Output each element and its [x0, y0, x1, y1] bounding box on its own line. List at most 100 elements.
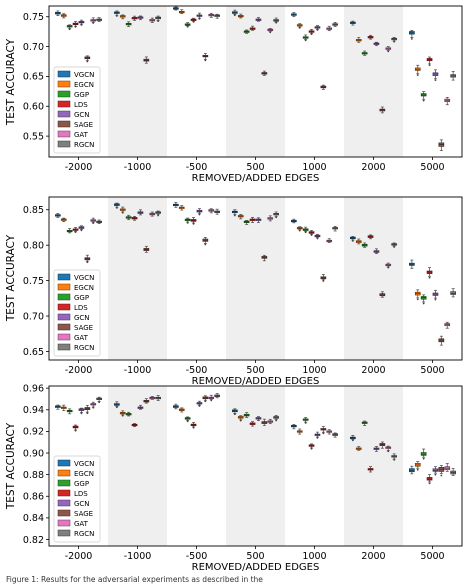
box-sage--1000 — [143, 56, 150, 64]
x-tick-label: 2000 — [361, 162, 385, 173]
box-ggp-2000 — [361, 50, 368, 56]
legend-swatch-vgcn — [57, 70, 71, 78]
box-vgcn--2000 — [55, 10, 61, 17]
legend-swatch-rgcn — [57, 343, 71, 351]
box-rgcn-5000 — [450, 70, 456, 81]
box-lds--2000 — [72, 227, 79, 234]
box-egcn--2000 — [60, 404, 67, 412]
box-rgcn--2000 — [96, 219, 102, 224]
box-ggp-5000 — [420, 294, 427, 305]
x-axis-label: REMOVED/ADDED EDGES — [192, 562, 320, 573]
box-vgcn--2000 — [55, 213, 61, 218]
category-band — [108, 386, 167, 546]
legend-label-vgcn: VGCN — [74, 274, 94, 282]
y-tick-label: 0.94 — [23, 405, 44, 416]
box-vgcn-2000 — [350, 20, 356, 26]
box-rgcn-500 — [273, 17, 279, 24]
legend-label-sage: SAGE — [74, 510, 93, 518]
box-egcn-500 — [237, 213, 244, 220]
box-lds--1000 — [131, 216, 138, 221]
x-tick-label: 1000 — [302, 551, 326, 562]
box-rgcn-500 — [273, 211, 279, 219]
y-tick-label: 0.90 — [23, 448, 44, 459]
legend-label-egcn: EGCN — [74, 470, 94, 478]
legend-label-gat: GAT — [74, 131, 89, 139]
box-lds-5000 — [426, 56, 433, 67]
box-gat-500 — [267, 28, 274, 34]
box-egcn-500 — [237, 13, 244, 19]
x-tick-label: -2000 — [65, 162, 93, 173]
box-gcn-2000 — [373, 248, 380, 254]
legend-label-rgcn: RGCN — [74, 530, 94, 538]
box-ggp--2000 — [66, 408, 73, 415]
box-ggp-1000 — [302, 226, 309, 234]
box-sage-2000 — [379, 441, 386, 449]
y-axis-label: TEST ACCURACY — [5, 234, 17, 322]
legend-swatch-gat — [57, 333, 71, 341]
legend-label-sage: SAGE — [74, 324, 93, 332]
box-rgcn--2000 — [96, 396, 102, 404]
y-tick-label: 0.96 — [23, 383, 44, 394]
box-egcn-5000 — [414, 461, 421, 471]
y-tick-label: 0.82 — [23, 535, 44, 546]
box-sage--2000 — [84, 404, 91, 415]
y-tick-label: 0.86 — [23, 492, 44, 503]
box-gcn-2000 — [373, 446, 380, 452]
box-ggp-500 — [243, 29, 250, 34]
box-sage--500 — [202, 395, 209, 403]
legend-label-ggp: GGP — [74, 294, 89, 302]
box-gcn--1000 — [137, 404, 144, 410]
box-gcn--500 — [196, 400, 203, 407]
box-vgcn-500 — [232, 209, 238, 217]
box-ggp-1000 — [302, 417, 309, 424]
box-gcn--500 — [196, 208, 203, 216]
box-ggp-500 — [243, 220, 250, 225]
box-lds-5000 — [426, 474, 433, 485]
box-vgcn--500 — [173, 403, 179, 410]
box-gat-1000 — [326, 238, 333, 243]
box-gcn--2000 — [78, 19, 85, 26]
box-ggp--2000 — [66, 24, 73, 31]
box-gat--2000 — [90, 217, 97, 224]
box-egcn--2000 — [60, 13, 67, 19]
box-lds-2000 — [367, 234, 374, 240]
legend: VGCN EGCN GGP LDS GCN SAGE GAT RGCN — [53, 269, 101, 357]
legend-swatch-gat — [57, 130, 71, 138]
x-tick-label: -500 — [186, 365, 208, 376]
box-egcn-1000 — [296, 428, 303, 435]
box-gat--1000 — [149, 395, 156, 400]
box-lds-500 — [249, 216, 256, 223]
box-lds-500 — [249, 421, 256, 427]
box-gcn--2000 — [78, 407, 85, 415]
x-axis-label: REMOVED/ADDED EDGES — [192, 376, 320, 387]
box-vgcn--2000 — [55, 404, 61, 410]
box-gat-5000 — [444, 97, 451, 106]
x-tick-label: -500 — [186, 551, 208, 562]
box-gcn--500 — [196, 12, 203, 20]
box-lds-1000 — [308, 229, 315, 236]
box-vgcn--1000 — [114, 401, 120, 409]
box-lds-1000 — [308, 443, 315, 450]
chart-panel-3: 0.82 0.84 0.86 0.88 0.90 0.92 0.94 0.96 -2000 -10… — [5, 383, 463, 573]
box-lds-2000 — [367, 34, 374, 40]
box-rgcn-1000 — [332, 22, 338, 27]
x-tick-label: 500 — [246, 162, 264, 173]
y-tick-label: 0.60 — [23, 102, 44, 113]
box-sage-1000 — [320, 426, 327, 435]
legend-label-sage: SAGE — [74, 121, 93, 129]
box-vgcn-2000 — [350, 434, 356, 442]
x-tick-label: 1000 — [302, 162, 326, 173]
box-sage-500 — [261, 70, 268, 76]
x-tick-label: -1000 — [124, 365, 152, 376]
y-tick-label: 0.75 — [23, 276, 44, 287]
box-ggp--1000 — [125, 411, 132, 417]
box-egcn--500 — [178, 205, 185, 211]
legend-label-ggp: GGP — [74, 480, 89, 488]
category-band — [344, 386, 403, 546]
box-vgcn-5000 — [409, 30, 415, 40]
legend-swatch-gat — [57, 519, 71, 527]
box-egcn--500 — [178, 9, 185, 14]
y-axis-label: TEST ACCURACY — [5, 38, 17, 126]
legend-swatch-gcn — [57, 313, 71, 321]
box-gcn--2000 — [78, 225, 85, 232]
